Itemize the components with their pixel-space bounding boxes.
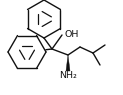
Text: OH: OH — [64, 30, 79, 39]
Polygon shape — [66, 55, 70, 71]
Text: NH₂: NH₂ — [60, 72, 77, 80]
